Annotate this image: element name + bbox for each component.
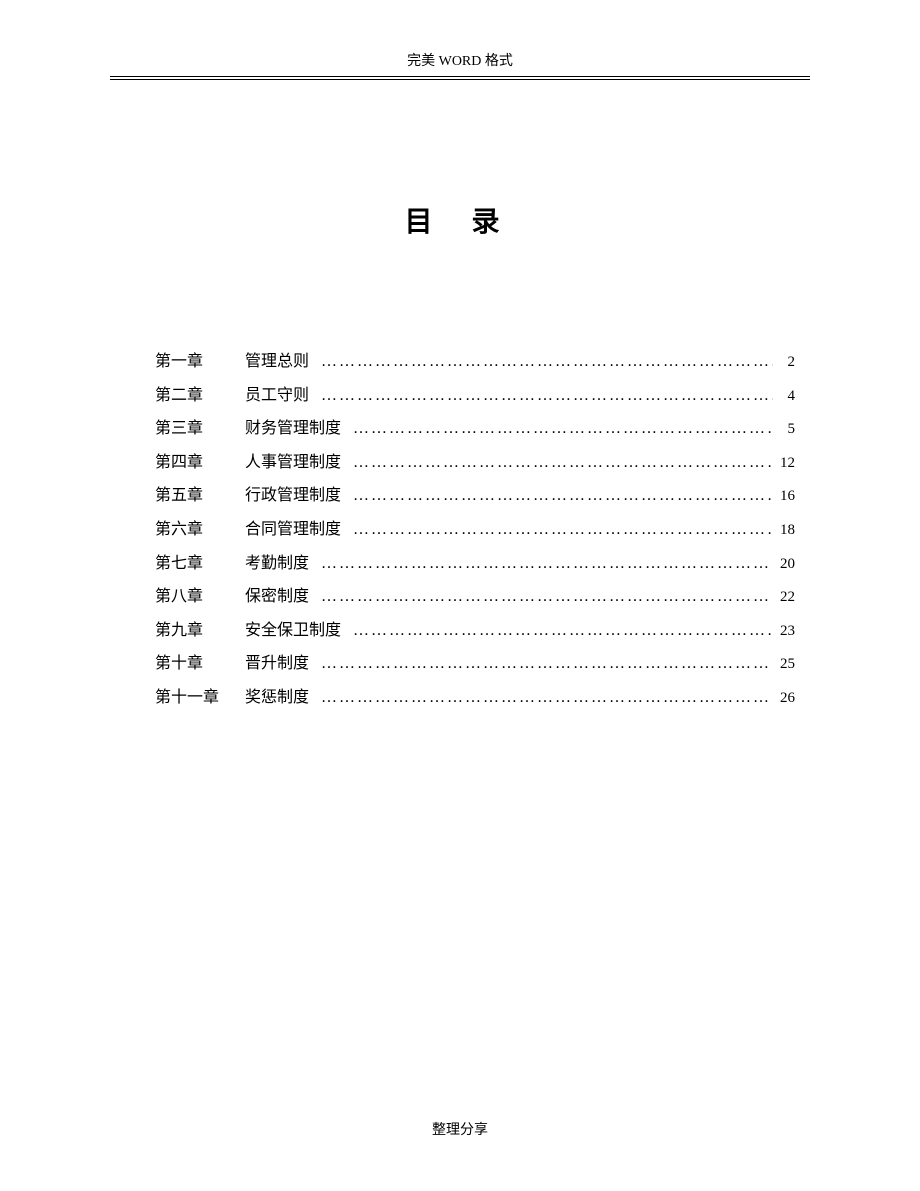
toc-row: 第二章员工守则 4: [155, 379, 795, 413]
toc-page-number: 23: [772, 616, 795, 648]
page-header: 完美 WORD 格式: [110, 50, 810, 77]
toc-chapter: 第四章: [155, 446, 245, 480]
toc-page-number: 22: [772, 582, 795, 614]
toc-row: 第十章晋升制度 25: [155, 647, 795, 681]
toc-page-number: 26: [772, 683, 795, 715]
toc-row: 第六章合同管理制度 18: [155, 513, 795, 547]
toc-section: 行政管理制度: [245, 479, 341, 513]
header-rule: [110, 79, 810, 80]
toc-section: 合同管理制度: [245, 513, 341, 547]
toc-leader: [321, 547, 772, 581]
toc-leader: [353, 614, 772, 648]
toc-row: 第九章安全保卫制度 23: [155, 614, 795, 648]
toc-leader: [321, 647, 772, 681]
toc-section: 员工守则: [245, 379, 309, 413]
toc-leader: [353, 513, 772, 547]
toc-page-number: 20: [772, 549, 795, 581]
toc-chapter: 第二章: [155, 379, 245, 413]
toc-page-number: 2: [773, 347, 795, 379]
toc-leader: [321, 379, 773, 413]
toc-leader: [321, 681, 772, 715]
toc-section: 安全保卫制度: [245, 614, 341, 648]
toc-leader: [321, 345, 773, 379]
toc-chapter: 第八章: [155, 580, 245, 614]
toc-title: 目 录: [110, 200, 810, 240]
toc-chapter: 第十一章: [155, 681, 245, 715]
toc-row: 第一章管理总则 2: [155, 345, 795, 379]
toc-page-number: 5: [773, 414, 795, 446]
toc-section: 奖惩制度: [245, 681, 309, 715]
toc-chapter: 第七章: [155, 547, 245, 581]
toc-chapter: 第三章: [155, 412, 245, 446]
toc-chapter: 第六章: [155, 513, 245, 547]
header-text: 完美 WORD 格式: [407, 54, 513, 69]
toc-chapter: 第九章: [155, 614, 245, 648]
table-of-contents: 第一章管理总则2第二章员工守则4第三章财务管理制度5第四章人事管理制度12第五章…: [110, 345, 810, 715]
toc-section: 考勤制度: [245, 547, 309, 581]
toc-chapter: 第十章: [155, 647, 245, 681]
footer-text: 整理分享: [432, 1123, 488, 1138]
toc-row: 第七章考勤制度 20: [155, 547, 795, 581]
toc-page-number: 12: [772, 448, 795, 480]
toc-leader: [353, 412, 773, 446]
toc-chapter: 第五章: [155, 479, 245, 513]
toc-leader: [321, 580, 772, 614]
toc-section: 管理总则: [245, 345, 309, 379]
toc-page-number: 18: [772, 515, 795, 547]
toc-row: 第三章财务管理制度 5: [155, 412, 795, 446]
document-page: 完美 WORD 格式 目 录 第一章管理总则2第二章员工守则4第三章财务管理制度…: [0, 0, 920, 1191]
toc-leader: [353, 479, 772, 513]
toc-section: 晋升制度: [245, 647, 309, 681]
toc-row: 第十一章奖惩制度 26: [155, 681, 795, 715]
toc-page-number: 16: [772, 481, 795, 513]
toc-row: 第四章人事管理制度 12: [155, 446, 795, 480]
toc-chapter: 第一章: [155, 345, 245, 379]
toc-section: 财务管理制度: [245, 412, 341, 446]
toc-page-number: 25: [772, 649, 795, 681]
page-footer: 整理分享: [0, 1119, 920, 1139]
toc-page-number: 4: [773, 381, 795, 413]
toc-leader: [353, 446, 772, 480]
toc-section: 人事管理制度: [245, 446, 341, 480]
toc-row: 第八章保密制度 22: [155, 580, 795, 614]
toc-section: 保密制度: [245, 580, 309, 614]
toc-row: 第五章行政管理制度 16: [155, 479, 795, 513]
